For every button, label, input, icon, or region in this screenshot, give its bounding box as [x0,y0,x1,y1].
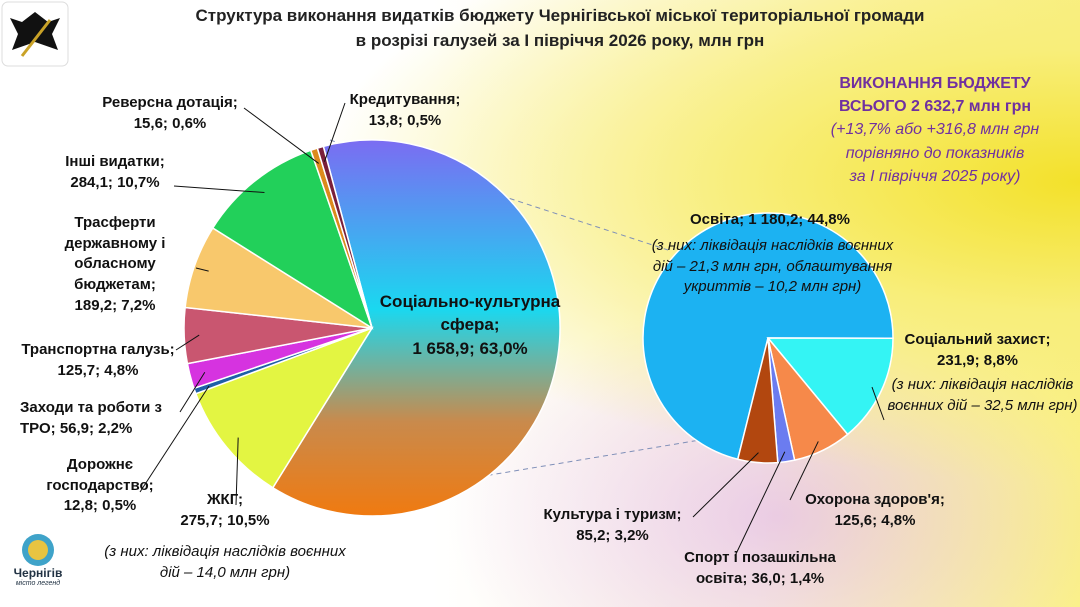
leader-line [173,185,265,194]
category-label: Інші видатки; [65,153,165,170]
summary-line: ВИКОНАННЯ БЮДЖЕТУ [839,75,1031,92]
logo-subtitle: місто легенд [15,580,61,587]
leader-line [139,385,210,493]
data-label: Соціальний захист; 231,9; 8,8% [880,330,1075,371]
data-label: Соціально-культурна сфера; 1 658,9; 63,0% [365,290,575,360]
category-label: Реверсна дотація; [102,94,238,111]
pie-slice [642,212,894,461]
category-label: Соціальний захист; [904,331,1051,348]
value-label: 189,2; 7,2% [74,296,156,314]
category-label: Дорожнє господарство; [46,456,154,494]
value-label: 12,8; 0,5% [63,497,137,515]
annotation: (з них: ліквідація наслідків воєнних дій… [104,543,346,581]
value-label: 56,9; 2,2% [59,419,133,437]
logo-mark [22,534,54,566]
data-label: Охорона здоров'я; 125,6; 4,8% [770,490,980,531]
summary: ВИКОНАННЯ БЮДЖЕТУ ВСЬОГО 2 632,7 млн грн… [800,72,1070,188]
data-label: Інші видатки; 284,1; 10,7% [45,152,185,193]
category-label: Культура і туризм; [543,506,682,523]
leader-line [195,267,209,272]
value-label: 231,9; 8,8% [937,351,1018,369]
value-label: 85,2; 3,2% [576,526,649,544]
value-label: 1 180,2; 44,8% [748,211,850,228]
category-label: ЖКГ; [206,491,243,508]
summary-note: за І півріччя 2025 року) [849,167,1021,185]
pie-slice [736,337,779,464]
data-label: Культура і туризм; 85,2; 3,2% [525,505,700,546]
data-label: ЖКГ; 275,7; 10,5% [150,490,300,531]
category-label: Кредитування; [349,91,461,108]
category-label: Трасферти державному і обласному бюджета… [64,214,166,294]
pie-slice [194,326,374,489]
category-label: Охорона здоров'я; [805,491,945,508]
leader-line [324,102,346,162]
data-label: Дорожнє господарство; 12,8; 0,5% [30,455,170,517]
data-label: Транспортна галузь; 125,7; 4,8% [8,340,188,381]
pie-slice [271,139,561,517]
leader-line [871,386,885,421]
data-label: Спорт і позашкільна освіта; 36,0; 1,4% [660,548,860,589]
value-label: 284,1; 10,7% [70,173,160,191]
annotation: (з них: ліквідація наслідків воєнних дій… [887,376,1078,414]
logo: Чернігів місто легенд [8,530,68,587]
value-label: 275,7; 10,5% [180,511,270,529]
leader-line [235,437,239,506]
category-label: Освіта; [689,211,745,228]
data-label: Реверсна дотація; 15,6; 0,6% [85,93,255,134]
value-label: 1 658,9; 63,0% [412,338,528,358]
data-label: Освіта; 1 180,2; 44,8% [640,210,900,231]
summary-note: порівняно до показників [845,144,1025,162]
value-label: 125,6; 4,8% [834,511,916,529]
leader-line [692,452,759,518]
chart-title: Структура виконання видатків бюджету Чер… [195,6,925,50]
value-label: 15,6; 0,6% [133,114,207,132]
category-label: Соціально-культурна сфера; [379,292,561,335]
leader-line [179,371,206,413]
value-label: 36,0; 1,4% [751,569,825,587]
leader-line [175,334,200,351]
summary-note: (+13,7% або +316,8 млн грн [830,121,1040,139]
category-label: Транспортна галузь; [21,341,175,358]
logo-title: Чернігів [13,566,63,580]
category-label: Спорт і позашкільна освіта; [684,549,836,587]
value-label: 125,7; 4,8% [57,361,139,379]
pie-slice [766,337,894,436]
leader-line [734,451,786,557]
pie-slice [316,145,373,329]
data-label: Кредитування; 13,8; 0,5% [325,90,485,131]
coat-of-arms [1,1,69,67]
data-label: Трасферти державному і обласному бюджета… [35,213,195,316]
annotation: (з них: ліквідація наслідків воєнних дій… [651,237,894,296]
leader-line [789,441,819,501]
leader-line [243,107,319,164]
data-label: Заходи та роботи з ТРО; 56,9; 2,2% [20,398,190,439]
summary-line: ВСЬОГО 2 632,7 млн грн [838,98,1032,116]
category-label: Заходи та роботи з ТРО; [20,399,163,437]
value-label: 13,8; 0,5% [368,111,442,129]
